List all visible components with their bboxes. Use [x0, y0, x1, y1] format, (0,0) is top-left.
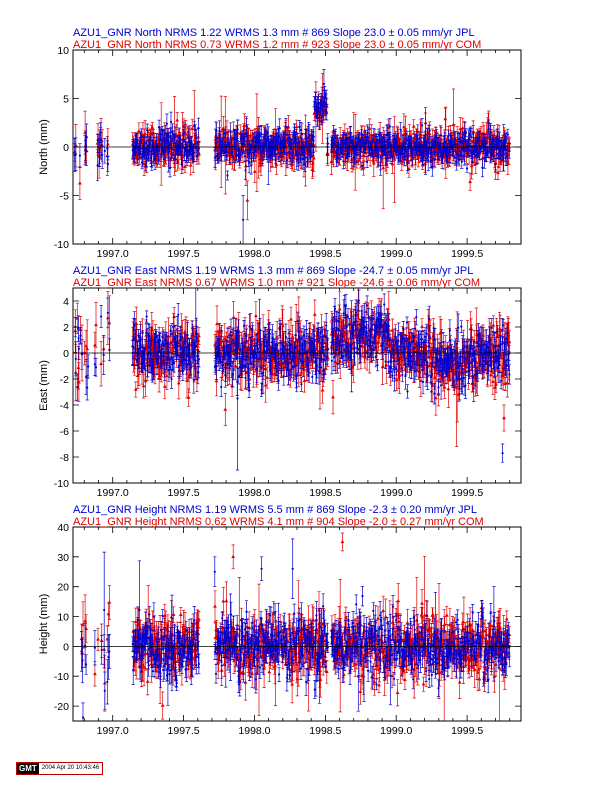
x-tick-label: 1999.0 — [380, 248, 412, 260]
gmt-logo: GMT — [17, 763, 39, 774]
series-jpl-height — [79, 538, 511, 721]
y-tick-label: 20 — [57, 582, 69, 594]
legend-jpl: AZU1_GNR East NRMS 1.19 WRMS 1.3 mm # 86… — [73, 265, 473, 277]
legend-jpl: AZU1_GNR North NRMS 1.22 WRMS 1.3 mm # 8… — [73, 27, 475, 39]
y-tick-label: 4 — [63, 296, 69, 308]
x-tick-label: 1998.5 — [309, 487, 341, 499]
y-tick-label: 10 — [57, 45, 69, 57]
x-axis-ticks — [83, 50, 511, 244]
x-tick-label: 1999.5 — [451, 487, 483, 499]
y-tick-label: 5 — [63, 94, 69, 106]
y-tick-label: 0 — [63, 641, 69, 653]
x-tick-label: 1999.5 — [451, 248, 483, 260]
plot-area-north — [73, 69, 521, 244]
x-tick-label: 1998.0 — [238, 248, 270, 260]
x-tick-label: 1998.5 — [309, 725, 341, 737]
markers-jpl — [74, 299, 511, 455]
x-axis-ticks — [83, 527, 511, 721]
legend-com: AZU1_GNR Height NRMS 0.62 WRMS 4.1 mm # … — [73, 516, 484, 528]
x-tick-label: 1998.0 — [238, 725, 270, 737]
x-tick-label: 1997.0 — [97, 487, 129, 499]
x-tick-label: 1997.5 — [168, 725, 200, 737]
plot-area-east — [73, 288, 521, 471]
panel-east: 1997.0 1997.5 1998.0 1998.5 1999.0 1999.5 4 2 0 -… — [38, 265, 522, 499]
x-tick-label: 1999.0 — [380, 487, 412, 499]
y-tick-label: 10 — [57, 612, 69, 624]
y-tick-label: -6 — [60, 426, 69, 438]
x-axis-ticks — [83, 288, 511, 483]
y-axis-ticks — [73, 49, 521, 245]
x-tick-label: 1997.5 — [168, 487, 200, 499]
panel-north: 1997.0 1997.5 1998.0 1998.5 1999.0 1999.5 10 5 0… — [38, 27, 522, 260]
x-tick-label: 1999.5 — [451, 725, 483, 737]
y-tick-label: 30 — [57, 552, 69, 564]
plot-timestamp: 2004 Apr 20 10:43:46 — [38, 763, 103, 774]
x-tick-label: 1998.0 — [238, 487, 270, 499]
markers-jpl — [80, 567, 511, 719]
y-tick-label: -2 — [60, 374, 69, 386]
legend-com: AZU1_GNR East NRMS 0.67 WRMS 1.0 mm # 92… — [73, 277, 480, 289]
y-tick-label: 2 — [63, 322, 69, 334]
y-tick-label: -20 — [54, 701, 69, 713]
x-tick-label: 1998.5 — [309, 248, 341, 260]
y-tick-label: -4 — [60, 400, 69, 412]
plot-area-height — [73, 532, 521, 721]
x-tick-label: 1997.0 — [97, 248, 129, 260]
legend-com: AZU1_GNR North NRMS 0.73 WRMS 1.2 mm # 9… — [73, 39, 481, 51]
y-tick-label: -5 — [60, 191, 69, 203]
series-jpl-north — [73, 69, 511, 244]
y-tick-label: 0 — [63, 142, 69, 154]
y-tick-label: 40 — [57, 522, 69, 534]
y-axis-label: Height (mm) — [38, 594, 50, 655]
y-axis-ticks — [73, 526, 521, 707]
series-jpl-east — [73, 288, 511, 471]
y-axis-ticks — [73, 300, 521, 484]
legend-jpl: AZU1_GNR Height NRMS 1.19 WRMS 5.5 mm # … — [73, 504, 477, 516]
gmt-timestamp-stamp: GMT 2004 Apr 20 10:43:46 — [16, 762, 104, 775]
y-axis-label: East (mm) — [38, 360, 50, 411]
y-tick-label: -10 — [54, 239, 69, 251]
y-tick-label: -8 — [60, 452, 69, 464]
panel-height: 1997.0 1997.5 1998.0 1998.5 1999.0 1999.5 40 30… — [38, 504, 522, 737]
y-tick-label: -10 — [54, 478, 69, 490]
x-tick-label: 1997.0 — [97, 725, 129, 737]
error-bars-jpl — [73, 288, 511, 471]
x-tick-label: 1999.0 — [380, 725, 412, 737]
y-tick-label: 0 — [63, 348, 69, 360]
x-tick-label: 1997.5 — [168, 248, 200, 260]
y-tick-label: -10 — [54, 671, 69, 683]
y-axis-label: North (mm) — [38, 119, 50, 175]
